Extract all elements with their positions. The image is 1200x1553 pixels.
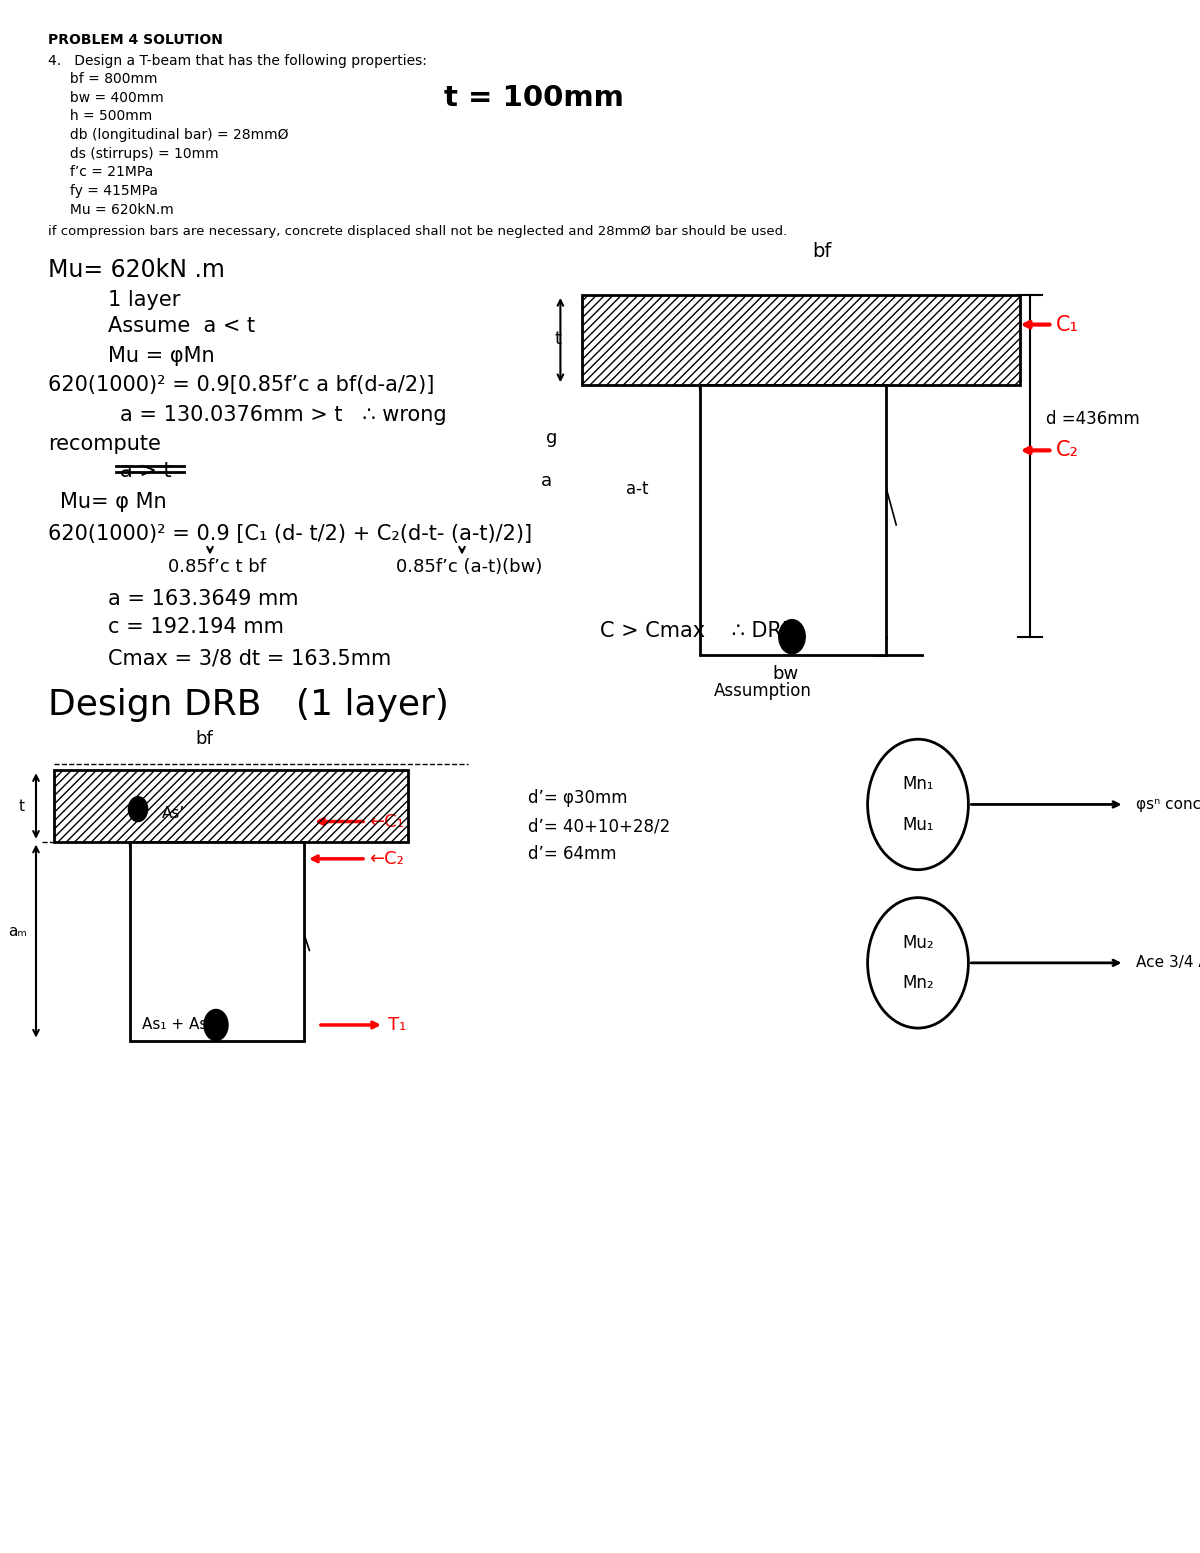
Text: if compression bars are necessary, concrete displaced shall not be neglected and: if compression bars are necessary, concr…: [48, 225, 787, 238]
Text: 4.   Design a T-beam that has the following properties:: 4. Design a T-beam that has the followin…: [48, 53, 427, 68]
Text: Cmax = 3/8 dt = 163.5mm: Cmax = 3/8 dt = 163.5mm: [108, 649, 391, 668]
Text: φsⁿ concrete: φsⁿ concrete: [1136, 797, 1200, 812]
Text: bw = 400mm: bw = 400mm: [48, 90, 163, 106]
Text: As₁ + As₂: As₁ + As₂: [142, 1017, 214, 1033]
Text: ←C₁: ←C₁: [370, 812, 404, 831]
Text: Ace 3/4 As’: Ace 3/4 As’: [1136, 955, 1200, 971]
Text: d’= φ30mm: d’= φ30mm: [528, 789, 628, 808]
Circle shape: [779, 620, 805, 654]
Circle shape: [868, 898, 968, 1028]
Text: bf: bf: [196, 730, 212, 749]
Text: a > t: a > t: [120, 461, 172, 480]
Text: ←C₂: ←C₂: [370, 849, 404, 868]
Text: 0.85f’c t bf: 0.85f’c t bf: [168, 558, 266, 576]
Text: Mu= φ Mn: Mu= φ Mn: [60, 492, 167, 511]
Text: Design DRB   (1 layer): Design DRB (1 layer): [48, 688, 449, 722]
Circle shape: [128, 797, 148, 822]
Text: bw: bw: [773, 665, 799, 683]
Text: Mu= 620kN .m: Mu= 620kN .m: [48, 258, 224, 283]
Text: C₁: C₁: [1056, 315, 1079, 334]
Text: aₘ: aₘ: [8, 924, 28, 940]
Bar: [54, 770, 408, 842]
Text: Mu₁: Mu₁: [902, 815, 934, 834]
Text: f’c = 21MPa: f’c = 21MPa: [48, 165, 154, 180]
Text: t: t: [554, 329, 562, 348]
Text: db (longitudinal bar) = 28mmØ: db (longitudinal bar) = 28mmØ: [48, 127, 288, 143]
Text: c = 192.194 mm: c = 192.194 mm: [108, 618, 284, 637]
Text: a = 130.0376mm > t   ∴ wrong: a = 130.0376mm > t ∴ wrong: [120, 405, 446, 424]
Text: Mu = 620kN.m: Mu = 620kN.m: [48, 202, 174, 217]
Text: d’= 64mm: d’= 64mm: [528, 845, 617, 863]
Text: a-t: a-t: [626, 480, 649, 499]
Text: 620(1000)² = 0.9 [C₁ (d- t/2) + C₂(d-t- (a-t)/2)]: 620(1000)² = 0.9 [C₁ (d- t/2) + C₂(d-t- …: [48, 525, 532, 544]
Bar: [582, 295, 1020, 385]
Bar: [700, 385, 886, 655]
Text: fy = 415MPa: fy = 415MPa: [48, 183, 158, 199]
Text: a: a: [540, 472, 552, 491]
Text: bf = 800mm: bf = 800mm: [48, 71, 157, 87]
Circle shape: [204, 1009, 228, 1041]
Text: Mn₁: Mn₁: [902, 775, 934, 794]
Text: Mu₂: Mu₂: [902, 933, 934, 952]
Bar: [130, 842, 304, 1041]
Text: As’: As’: [162, 806, 185, 822]
Text: Mu = φMn: Mu = φMn: [108, 346, 215, 365]
Text: t: t: [19, 798, 24, 814]
Text: Assumption: Assumption: [714, 682, 812, 700]
Text: t = 100mm: t = 100mm: [444, 84, 624, 112]
Text: d =436mm: d =436mm: [1046, 410, 1140, 429]
Text: g: g: [546, 429, 558, 447]
Text: Mn₂: Mn₂: [902, 974, 934, 992]
Text: C > Cmax    ∴ DRB: C > Cmax ∴ DRB: [600, 621, 796, 640]
Text: recompute: recompute: [48, 435, 161, 453]
Text: 620(1000)² = 0.9[0.85f’c a bf(d-a/2)]: 620(1000)² = 0.9[0.85f’c a bf(d-a/2)]: [48, 376, 434, 394]
Text: 0.85f’c (a-t)(bw): 0.85f’c (a-t)(bw): [396, 558, 542, 576]
Text: d’= 40+10+28/2: d’= 40+10+28/2: [528, 817, 671, 836]
Text: C₂: C₂: [1056, 441, 1079, 460]
Text: Assume  a < t: Assume a < t: [108, 317, 256, 335]
Text: bf: bf: [812, 242, 832, 261]
Circle shape: [868, 739, 968, 870]
Bar: [582, 295, 1020, 385]
Text: 1 layer: 1 layer: [108, 290, 180, 309]
Bar: [54, 770, 408, 842]
Text: a = 163.3649 mm: a = 163.3649 mm: [108, 590, 299, 609]
Text: ds (stirrups) = 10mm: ds (stirrups) = 10mm: [48, 146, 218, 162]
Text: h = 500mm: h = 500mm: [48, 109, 152, 124]
Text: T₁: T₁: [388, 1016, 406, 1034]
Text: PROBLEM 4 SOLUTION: PROBLEM 4 SOLUTION: [48, 33, 223, 48]
